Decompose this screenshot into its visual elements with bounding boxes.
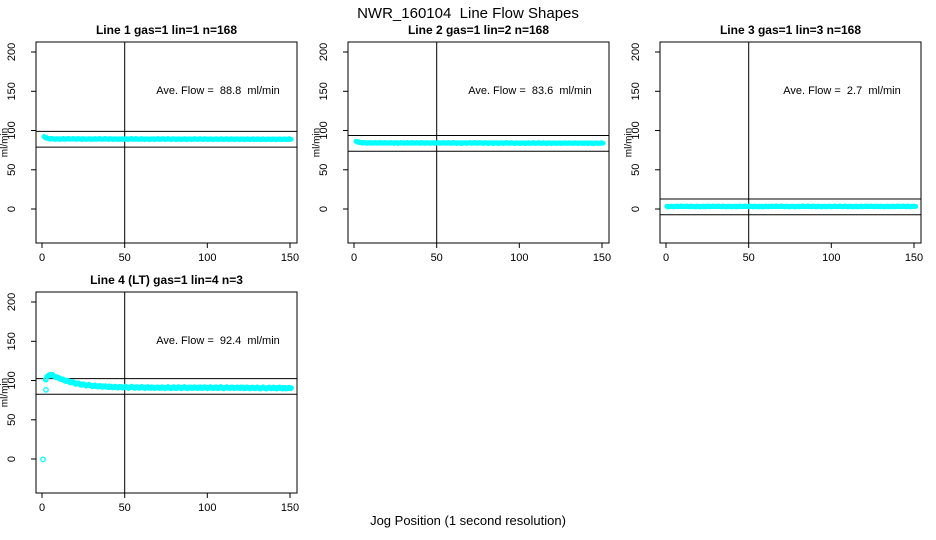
plot-box: [35, 41, 298, 244]
plot-box: [35, 291, 298, 494]
panel-line4-avg-flow-annotation: Ave. Flow = 92.4 ml/min: [156, 335, 280, 347]
plot-area-line3: 0 50 100 150 0 50 100 150 200: [630, 41, 923, 264]
svg-text:150: 150: [6, 332, 18, 350]
svg-text:100: 100: [198, 502, 216, 514]
panel-line3-avg-flow-annotation: Ave. Flow = 2.7 ml/min: [783, 85, 901, 97]
svg-text:150: 150: [905, 252, 923, 264]
flow-data-points: [41, 134, 294, 143]
tolerance-lines: [36, 130, 297, 148]
svg-text:0: 0: [39, 502, 45, 514]
panel-line2-avg-flow-annotation: Ave. Flow = 83.6 ml/min: [468, 85, 592, 97]
svg-text:0: 0: [39, 252, 45, 264]
plot-box: [659, 41, 922, 244]
tolerance-lines: [36, 378, 297, 395]
panel-line1: Line 1 gas=1 lin=1 n=168 ml/min 0 50 100 15…: [0, 20, 312, 270]
svg-text:100: 100: [198, 252, 216, 264]
svg-text:100: 100: [510, 252, 528, 264]
svg-text:150: 150: [281, 252, 299, 264]
x-axis: 0 50 100 150: [39, 243, 299, 264]
svg-text:0: 0: [630, 206, 642, 212]
tolerance-lines: [660, 198, 921, 216]
svg-text:50: 50: [6, 164, 18, 176]
panel-line3-title: Line 3 gas=1 lin=3 n=168: [719, 23, 862, 37]
flow-data-points: [40, 371, 294, 463]
y-axis: 0 50 100 150 200: [318, 43, 348, 212]
plot-box: [347, 41, 610, 244]
svg-text:50: 50: [630, 164, 642, 176]
svg-text:100: 100: [822, 252, 840, 264]
svg-text:100: 100: [318, 121, 330, 139]
plot-area-line1: 0 50 100 150 0 50 100 150 200: [6, 41, 299, 264]
svg-text:100: 100: [6, 371, 18, 389]
flow-data-points: [353, 138, 606, 147]
svg-text:200: 200: [318, 43, 330, 61]
svg-text:0: 0: [351, 252, 357, 264]
svg-text:50: 50: [6, 414, 18, 426]
shared-x-axis-label: Jog Position (1 second resolution): [370, 513, 566, 528]
panel-line4: Line 4 (LT) gas=1 lin=4 n=3 ml/min 0 50 10…: [0, 270, 312, 520]
svg-text:200: 200: [6, 43, 18, 61]
x-axis: 0 50 100 150: [39, 493, 299, 514]
svg-text:100: 100: [630, 121, 642, 139]
y-axis: 0 50 100 150 200: [6, 43, 36, 212]
panel-line2: Line 2 gas=1 lin=2 n=168 ml/min 0 50 100 15…: [312, 20, 624, 270]
figure-title: NWR_160104 Line Flow Shapes: [357, 5, 579, 22]
svg-text:0: 0: [318, 206, 330, 212]
svg-text:150: 150: [281, 502, 299, 514]
svg-text:150: 150: [6, 82, 18, 100]
x-axis: 0 50 100 150: [663, 243, 923, 264]
svg-text:50: 50: [318, 164, 330, 176]
svg-text:0: 0: [6, 456, 18, 462]
svg-text:50: 50: [431, 252, 443, 264]
plot-area-line2: 0 50 100 150 0 50 100 150 200: [318, 41, 611, 264]
svg-text:150: 150: [593, 252, 611, 264]
tolerance-lines: [348, 135, 609, 152]
svg-text:200: 200: [630, 43, 642, 61]
svg-text:150: 150: [318, 82, 330, 100]
svg-text:50: 50: [119, 252, 131, 264]
plot-area-line4: 0 50 100 150 0 50 100 150 200: [6, 291, 299, 514]
svg-text:0: 0: [6, 206, 18, 212]
panel-line3: Line 3 gas=1 lin=3 n=168 ml/min 0 50 100 15…: [624, 20, 936, 270]
panel-line1-title: Line 1 gas=1 lin=1 n=168: [95, 23, 238, 37]
y-axis: 0 50 100 150 200: [6, 293, 36, 462]
svg-text:150: 150: [630, 82, 642, 100]
y-axis: 0 50 100 150 200: [630, 43, 660, 212]
panel-line1-avg-flow-annotation: Ave. Flow = 88.8 ml/min: [156, 85, 280, 97]
flow-data-points: [664, 203, 919, 210]
svg-text:100: 100: [6, 121, 18, 139]
svg-text:200: 200: [6, 293, 18, 311]
svg-text:50: 50: [119, 502, 131, 514]
panel-line4-title: Line 4 (LT) gas=1 lin=4 n=3: [90, 273, 243, 287]
svg-text:0: 0: [663, 252, 669, 264]
panel-line2-title: Line 2 gas=1 lin=2 n=168: [407, 23, 550, 37]
svg-text:50: 50: [743, 252, 755, 264]
x-axis: 0 50 100 150: [351, 243, 611, 264]
